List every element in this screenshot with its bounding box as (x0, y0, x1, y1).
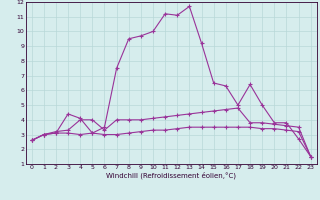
X-axis label: Windchill (Refroidissement éolien,°C): Windchill (Refroidissement éolien,°C) (106, 172, 236, 179)
